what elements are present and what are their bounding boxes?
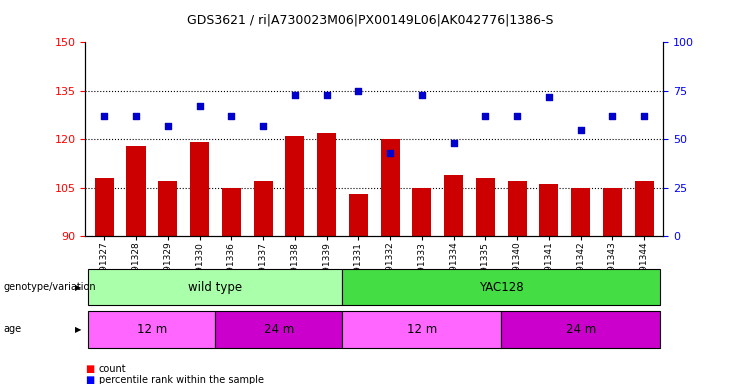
Bar (476, 178, 495, 236)
Text: count: count (99, 364, 126, 374)
Point (162, 122, 173, 129)
Bar (349, 194, 368, 236)
Text: genotype/variation: genotype/variation (4, 282, 96, 292)
Bar (412, 188, 431, 236)
Bar (571, 188, 590, 236)
Bar (190, 142, 209, 236)
Bar (634, 181, 654, 236)
Point (99, 113, 110, 119)
Text: ▶: ▶ (75, 325, 82, 334)
Bar (285, 136, 305, 236)
Bar (253, 181, 273, 236)
Text: percentile rank within the sample: percentile rank within the sample (99, 375, 264, 384)
Point (193, 103, 205, 109)
Point (511, 113, 523, 119)
Bar (95, 178, 114, 236)
Text: ▶: ▶ (75, 283, 82, 291)
Point (321, 91, 333, 98)
Point (353, 88, 365, 94)
Bar (317, 133, 336, 236)
Point (606, 113, 618, 119)
Point (225, 113, 237, 119)
Text: GDS3621 / ri|A730023M06|PX00149L06|AK042776|1386-S: GDS3621 / ri|A730023M06|PX00149L06|AK042… (187, 13, 554, 26)
Point (575, 126, 587, 132)
Point (384, 150, 396, 156)
Bar (127, 146, 145, 236)
Bar (508, 181, 527, 236)
Bar (381, 139, 399, 236)
Text: 24 m: 24 m (565, 323, 596, 336)
Text: 12 m: 12 m (407, 323, 437, 336)
Point (448, 140, 459, 146)
Text: 12 m: 12 m (137, 323, 167, 336)
Point (289, 91, 301, 98)
Text: wild type: wild type (188, 281, 242, 293)
Bar (444, 175, 463, 236)
Bar (222, 188, 241, 236)
Bar (539, 184, 559, 236)
Point (543, 93, 555, 99)
Text: ■: ■ (85, 364, 94, 374)
Point (479, 113, 491, 119)
Text: YAC128: YAC128 (479, 281, 524, 293)
Text: ■: ■ (85, 375, 94, 384)
Point (416, 91, 428, 98)
Point (130, 113, 142, 119)
Point (257, 122, 269, 129)
Text: 24 m: 24 m (264, 323, 294, 336)
Bar (603, 188, 622, 236)
Bar (159, 181, 177, 236)
Point (638, 113, 650, 119)
Text: age: age (4, 324, 21, 334)
